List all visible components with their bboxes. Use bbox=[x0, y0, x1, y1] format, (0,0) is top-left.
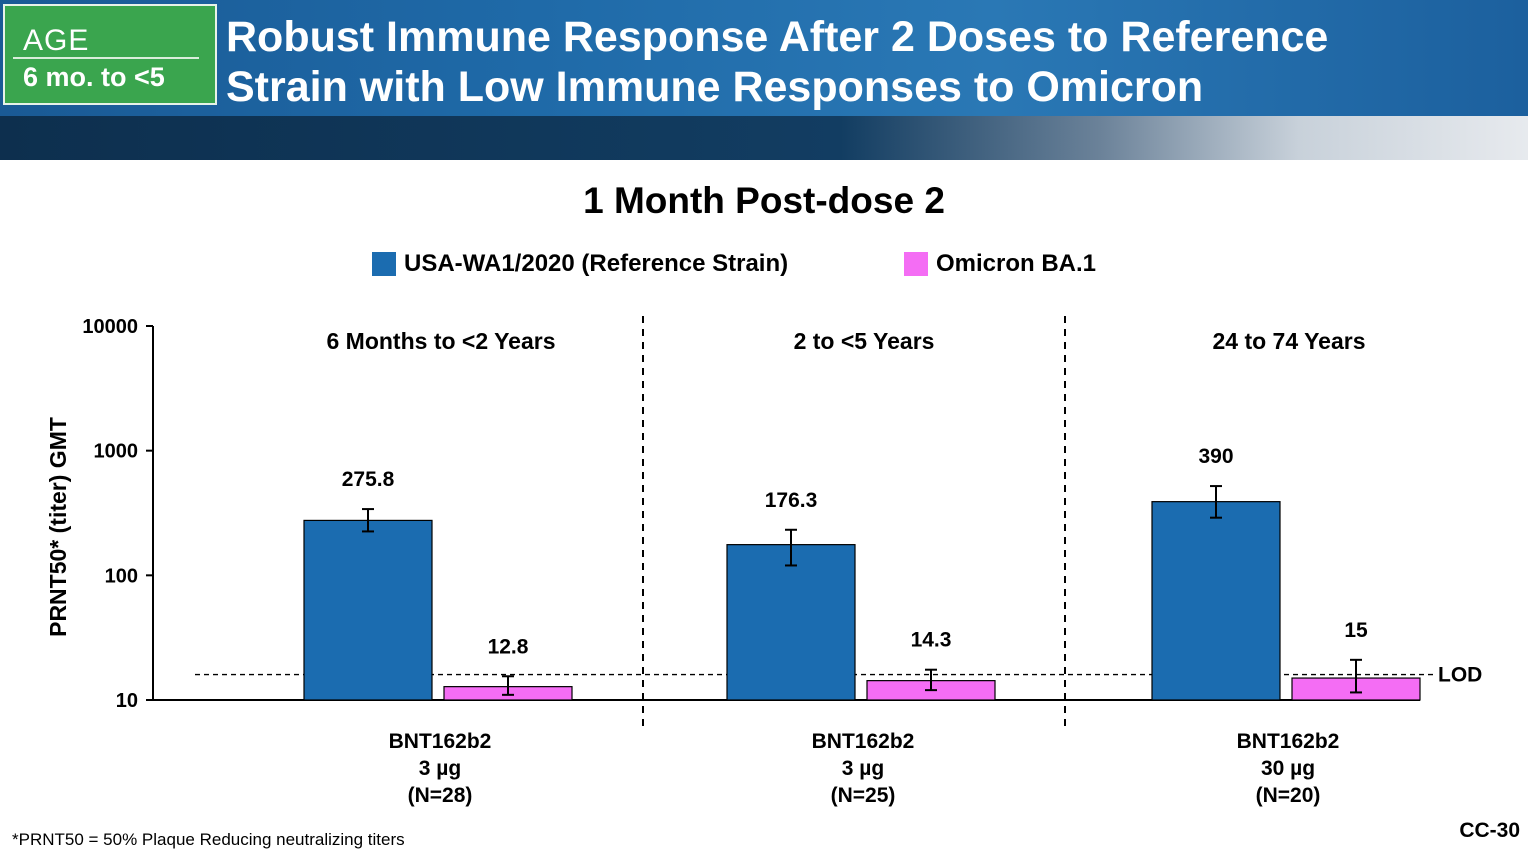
y-axis-label: PRNT50* (titer) GMT bbox=[45, 417, 71, 637]
y-tick-label: 10 bbox=[116, 690, 138, 712]
data-label: 275.8 bbox=[342, 468, 395, 491]
slide-title-line-1: Robust Immune Response After 2 Doses to … bbox=[226, 13, 1329, 61]
x-category-label: 30 µg bbox=[1261, 757, 1315, 780]
header-banner bbox=[0, 0, 1528, 116]
legend-swatch-omicron bbox=[904, 252, 928, 276]
y-tick-label: 10000 bbox=[82, 316, 138, 338]
data-label: 15 bbox=[1344, 619, 1368, 642]
group-title: 2 to <5 Years bbox=[794, 328, 935, 354]
x-category-label: BNT162b2 bbox=[812, 730, 915, 753]
data-label: 12.8 bbox=[488, 635, 529, 658]
age-value: 6 mo. to <5 bbox=[23, 62, 165, 92]
x-category-label: 3 µg bbox=[842, 757, 884, 780]
group-title: 24 to 74 Years bbox=[1212, 328, 1365, 354]
header-band bbox=[0, 116, 1528, 160]
bar-reference bbox=[303, 519, 433, 701]
age-label: AGE bbox=[23, 24, 90, 57]
footnote: *PRNT50 = 50% Plaque Reducing neutralizi… bbox=[12, 830, 405, 849]
x-category-label: 3 µg bbox=[419, 757, 461, 780]
age-divider bbox=[13, 57, 199, 59]
lod-label: LOD bbox=[1438, 664, 1482, 687]
x-category-label: BNT162b2 bbox=[1237, 730, 1340, 753]
group-title: 6 Months to <2 Years bbox=[326, 328, 555, 354]
bar-reference bbox=[726, 544, 856, 701]
slide-id: CC-30 bbox=[1459, 819, 1520, 842]
x-category-label: (N=20) bbox=[1256, 784, 1321, 807]
chart-title: 1 Month Post-dose 2 bbox=[583, 180, 945, 221]
data-label: 176.3 bbox=[765, 489, 818, 512]
age-badge: AGE 6 mo. to <5 bbox=[3, 4, 217, 105]
y-tick-label: 1000 bbox=[94, 441, 139, 463]
legend-label-omicron: Omicron BA.1 bbox=[936, 250, 1097, 277]
slide-title-line-2: Strain with Low Immune Responses to Omic… bbox=[226, 63, 1204, 111]
x-category-label: BNT162b2 bbox=[389, 730, 492, 753]
y-tick-label: 100 bbox=[105, 565, 138, 587]
legend-label-reference: USA-WA1/2020 (Reference Strain) bbox=[404, 250, 789, 277]
data-label: 14.3 bbox=[911, 629, 952, 652]
data-label: 390 bbox=[1198, 445, 1233, 468]
x-category-label: (N=25) bbox=[831, 784, 896, 807]
x-category-label: (N=28) bbox=[408, 784, 473, 807]
legend-swatch-reference bbox=[372, 252, 396, 276]
bar-reference bbox=[1151, 501, 1281, 701]
slide-title: Robust Immune Response After 2 Doses to … bbox=[226, 12, 1516, 112]
